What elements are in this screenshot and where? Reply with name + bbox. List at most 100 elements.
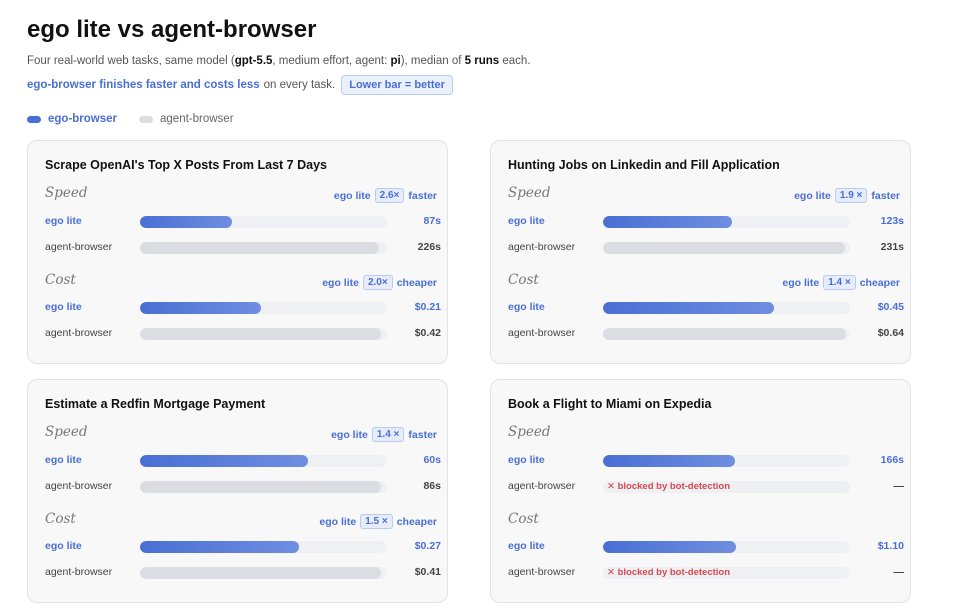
bar-track bbox=[140, 455, 387, 467]
bar-label: ego lite bbox=[45, 540, 82, 552]
task-title: Hunting Jobs on Linkedin and Fill Applic… bbox=[508, 158, 780, 172]
ratio-badge: 2.6× bbox=[374, 188, 405, 203]
bar-fill bbox=[603, 328, 847, 340]
bar-track: ✕ blocked by bot-detection bbox=[603, 481, 850, 493]
cost-label: Cost bbox=[45, 511, 76, 527]
blocked-note: ✕ blocked by bot-detection bbox=[607, 481, 731, 492]
bar-row-agent: agent-browser $0.42 bbox=[45, 326, 441, 342]
bar-value: 60s bbox=[423, 454, 441, 466]
ratio-callout: ego lite 1.5 × cheaper bbox=[319, 514, 437, 529]
speed-label: Speed bbox=[508, 424, 551, 440]
ratio-word: cheaper bbox=[396, 276, 437, 289]
ratio-callout: ego lite 2.6× faster bbox=[334, 188, 437, 203]
bar-row-agent: agent-browser 86s bbox=[45, 479, 441, 495]
bar-label: agent-browser bbox=[45, 480, 113, 492]
bar-value: $0.27 bbox=[414, 540, 441, 552]
legend-item-agent: agent-browser bbox=[139, 113, 234, 125]
bar-row-agent: agent-browser ✕ blocked by bot-detection — bbox=[508, 479, 904, 495]
bar-row-ego: ego lite 166s bbox=[508, 453, 904, 469]
bar-value: 86s bbox=[423, 480, 441, 492]
subtitle-text: ), median of bbox=[400, 55, 465, 67]
bar-row-agent: agent-browser 226s bbox=[45, 240, 441, 256]
subtitle-text: each. bbox=[499, 55, 531, 67]
ratio-subject: ego lite bbox=[319, 515, 357, 528]
bar-row-agent: agent-browser ✕ blocked by bot-detection — bbox=[508, 565, 904, 581]
bar-row-ego: ego lite 87s bbox=[45, 214, 441, 230]
bar-track bbox=[603, 455, 850, 467]
bar-label: agent-browser bbox=[45, 566, 113, 578]
bar-track bbox=[140, 567, 387, 579]
bar-row-ego: ego lite $0.45 bbox=[508, 300, 904, 316]
blocked-note: ✕ blocked by bot-detection bbox=[607, 567, 731, 578]
speed-label: Speed bbox=[45, 424, 88, 440]
bar-fill bbox=[603, 455, 736, 467]
ratio-subject: ego lite bbox=[782, 276, 820, 289]
ratio-badge: 1.4 × bbox=[823, 275, 856, 290]
task-title: Scrape OpenAI's Top X Posts From Last 7 … bbox=[45, 158, 327, 172]
ratio-subject: ego lite bbox=[794, 189, 831, 202]
bar-track bbox=[140, 242, 387, 254]
bar-fill bbox=[140, 567, 382, 579]
bar-fill bbox=[140, 302, 261, 314]
legend-swatch-ego bbox=[27, 115, 41, 123]
ratio-callout: ego lite 2.0× cheaper bbox=[322, 275, 437, 290]
task-card: Estimate a Redfin Mortgage Payment Speed e… bbox=[27, 379, 448, 603]
legend-item-ego: ego-browser bbox=[27, 113, 117, 125]
bar-fill bbox=[140, 328, 382, 340]
bar-row-agent: agent-browser $0.41 bbox=[45, 565, 441, 581]
bar-fill bbox=[140, 455, 309, 467]
bar-track bbox=[140, 302, 387, 314]
ratio-badge: 1.5 × bbox=[360, 514, 393, 529]
cost-label: Cost bbox=[508, 272, 539, 288]
legend-swatch-agent bbox=[139, 115, 154, 123]
bar-track bbox=[603, 216, 850, 228]
task-card: Book a Flight to Miami on Expedia Speed eg… bbox=[490, 379, 911, 603]
bar-row-agent: agent-browser 231s bbox=[508, 240, 904, 256]
bar-track bbox=[603, 242, 850, 254]
subtitle-line-1: Four real-world web tasks, same model (g… bbox=[27, 55, 530, 67]
bar-label: ego lite bbox=[508, 215, 545, 227]
bar-label: ego lite bbox=[45, 454, 82, 466]
model-name: gpt-5.5 bbox=[234, 55, 273, 67]
ratio-word: cheaper bbox=[859, 276, 900, 289]
page-title: ego lite vs agent-browser bbox=[27, 16, 317, 43]
bar-label: agent-browser bbox=[508, 241, 576, 253]
bar-row-ego: ego lite $0.21 bbox=[45, 300, 441, 316]
ratio-badge: 1.9 × bbox=[834, 188, 868, 203]
bar-fill bbox=[603, 541, 736, 553]
bar-label: ego lite bbox=[45, 215, 82, 227]
bar-label: agent-browser bbox=[45, 241, 113, 253]
legend-label-ego: ego-browser bbox=[48, 113, 118, 125]
bar-track bbox=[603, 302, 850, 314]
bar-track bbox=[140, 328, 387, 340]
speed-label: Speed bbox=[45, 185, 88, 201]
ratio-subject: ego lite bbox=[331, 428, 368, 441]
bar-value: — bbox=[893, 480, 905, 492]
bar-fill bbox=[603, 216, 732, 228]
bar-label: ego lite bbox=[508, 540, 545, 552]
bar-value: $0.21 bbox=[414, 301, 441, 313]
bar-fill bbox=[603, 302, 774, 314]
bar-track bbox=[140, 481, 387, 493]
bar-label: agent-browser bbox=[508, 327, 576, 339]
ratio-callout: ego lite 1.4 × faster bbox=[331, 427, 437, 442]
bar-value: $1.10 bbox=[877, 540, 904, 552]
bar-fill bbox=[140, 541, 299, 553]
bar-track bbox=[140, 541, 387, 553]
cost-label: Cost bbox=[508, 511, 539, 527]
subtitle-rest: on every task. bbox=[263, 79, 336, 91]
bar-row-ego: ego lite $0.27 bbox=[45, 539, 441, 555]
subtitle-text: Four real-world web tasks, same model ( bbox=[27, 55, 235, 67]
ratio-word: faster bbox=[408, 189, 437, 202]
bar-value: $0.42 bbox=[414, 327, 441, 339]
bar-value: $0.45 bbox=[877, 301, 904, 313]
ratio-word: faster bbox=[408, 428, 437, 441]
legend-label-agent: agent-browser bbox=[160, 113, 234, 125]
bar-value: 166s bbox=[880, 454, 904, 466]
bar-value: $0.41 bbox=[414, 566, 441, 578]
bar-value: — bbox=[893, 566, 905, 578]
bar-fill bbox=[140, 481, 382, 493]
bar-track bbox=[603, 328, 850, 340]
ratio-subject: ego lite bbox=[333, 189, 371, 202]
task-title: Book a Flight to Miami on Expedia bbox=[508, 397, 712, 411]
